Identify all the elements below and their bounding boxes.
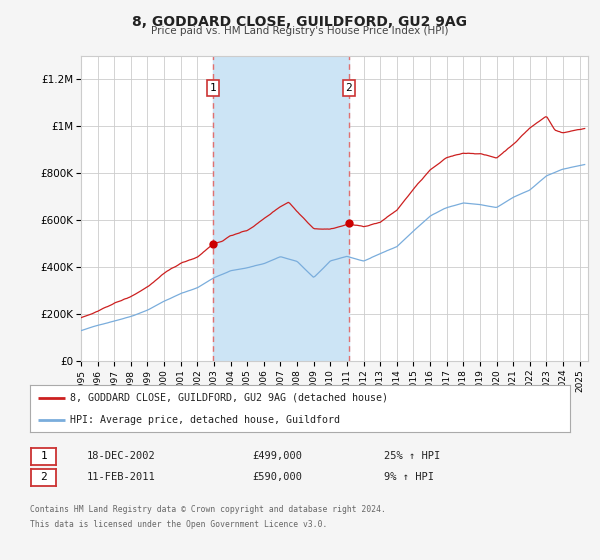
Text: 1: 1 — [40, 451, 47, 461]
Text: 8, GODDARD CLOSE, GUILDFORD, GU2 9AG: 8, GODDARD CLOSE, GUILDFORD, GU2 9AG — [133, 15, 467, 29]
Text: 25% ↑ HPI: 25% ↑ HPI — [384, 451, 440, 461]
Text: £499,000: £499,000 — [252, 451, 302, 461]
Text: £590,000: £590,000 — [252, 472, 302, 482]
Text: 2: 2 — [346, 83, 352, 93]
Text: 8, GODDARD CLOSE, GUILDFORD, GU2 9AG (detached house): 8, GODDARD CLOSE, GUILDFORD, GU2 9AG (de… — [71, 393, 389, 403]
Text: 2: 2 — [40, 472, 47, 482]
Text: This data is licensed under the Open Government Licence v3.0.: This data is licensed under the Open Gov… — [30, 520, 328, 529]
Text: 11-FEB-2011: 11-FEB-2011 — [87, 472, 156, 482]
Text: Price paid vs. HM Land Registry's House Price Index (HPI): Price paid vs. HM Land Registry's House … — [151, 26, 449, 36]
Text: Contains HM Land Registry data © Crown copyright and database right 2024.: Contains HM Land Registry data © Crown c… — [30, 505, 386, 514]
Text: 18-DEC-2002: 18-DEC-2002 — [87, 451, 156, 461]
Text: 9% ↑ HPI: 9% ↑ HPI — [384, 472, 434, 482]
Text: 1: 1 — [210, 83, 217, 93]
Bar — [214, 56, 349, 361]
Text: HPI: Average price, detached house, Guildford: HPI: Average price, detached house, Guil… — [71, 416, 341, 426]
